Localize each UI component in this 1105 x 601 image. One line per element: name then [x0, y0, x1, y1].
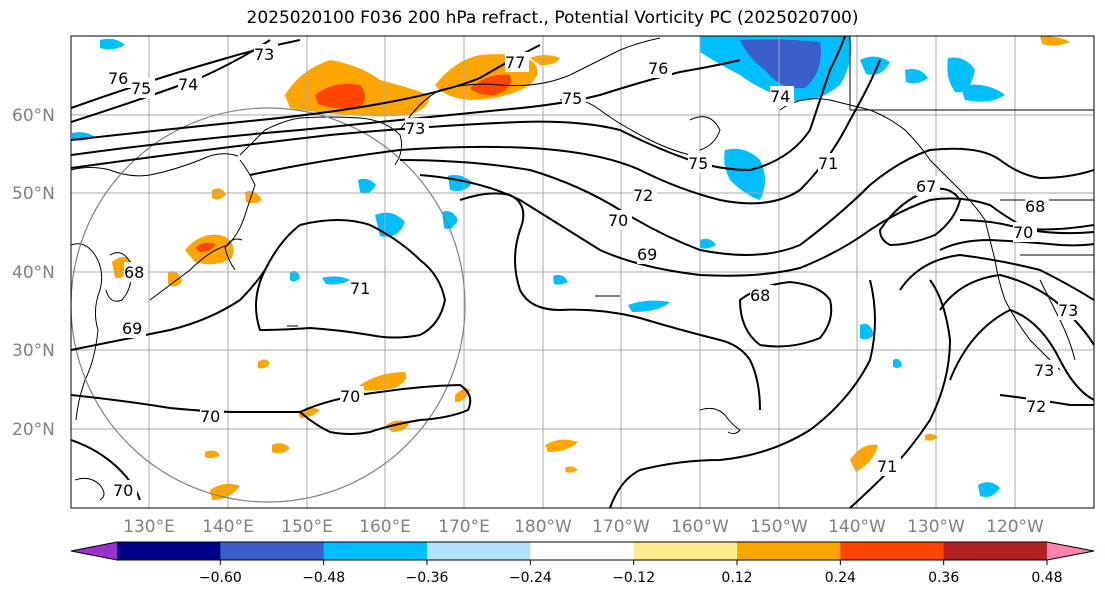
contour-label: 75: [131, 79, 151, 98]
lon-label: 150°E: [281, 517, 333, 537]
colorbar-tick-label: −0.36: [406, 570, 449, 586]
contour-label: 70: [1013, 223, 1033, 242]
contour-label: 70: [113, 481, 133, 500]
contour-label: 73: [1058, 301, 1078, 320]
colorbar-segment: [943, 542, 1048, 560]
colorbar-segment: [427, 542, 531, 560]
contour-label: 68: [124, 263, 144, 282]
contour-label: 71: [877, 457, 897, 476]
contour-label: 76: [648, 59, 668, 78]
latitude-labels: 60°N 50°N 40°N 30°N 20°N: [12, 106, 55, 440]
contour-label: 70: [608, 211, 628, 230]
colorbar-segment: [530, 542, 635, 560]
contour-label: 73: [1034, 361, 1054, 380]
colorbar-tick-label: 0.36: [928, 570, 959, 586]
colorbar: −0.60 −0.48 −0.36 −0.24 −0.12 0.12 0.24 0.36 0.4…: [70, 541, 1095, 586]
contour-label: 67: [916, 177, 936, 196]
contour-label: 77: [505, 53, 525, 72]
contour-label: 74: [770, 87, 790, 106]
contour-label: 75: [688, 154, 708, 173]
contour-label: 71: [350, 279, 370, 298]
contour-label: 70: [200, 407, 220, 426]
lon-label: 180°W: [514, 517, 572, 537]
colorbar-segments: [117, 542, 1048, 560]
lon-label: 140°E: [202, 517, 254, 537]
colorbar-tick-label: 0.24: [825, 570, 856, 586]
contour-label: 73: [254, 45, 274, 64]
colorbar-tick-label: −0.12: [612, 570, 655, 586]
colorbar-segment: [737, 542, 841, 560]
colorbar-extend-left: [71, 542, 117, 560]
lat-label: 40°N: [12, 263, 55, 283]
longitude-labels: 130°E 140°E 150°E 160°E 170°E 180°W 170°…: [123, 517, 1044, 537]
colorbar-tick-label: −0.48: [302, 570, 345, 586]
colorbar-segment: [840, 542, 945, 560]
contour-label: 71: [818, 154, 838, 173]
map-content: 76 75 74 73 77 76 75 74 73 75 72 71 70: [71, 36, 1094, 508]
contour-label: 75: [562, 89, 582, 108]
colorbar-segment: [117, 542, 221, 560]
refractivity-contours: [71, 36, 1094, 508]
lat-label: 30°N: [12, 341, 55, 361]
colorbar-tick-label: 0.12: [721, 570, 752, 586]
lat-label: 60°N: [12, 106, 55, 126]
lon-label: 130°E: [123, 517, 175, 537]
lon-label: 170°W: [592, 517, 650, 537]
lon-label: 130°W: [907, 517, 965, 537]
contour-label: 70: [340, 387, 360, 406]
lat-label: 50°N: [12, 184, 55, 204]
colorbar-tick-label: 0.48: [1031, 570, 1062, 586]
colorbar-segment: [220, 542, 325, 560]
map-title: 2025020100 F036 200 hPa refract., Potent…: [246, 8, 859, 28]
contour-label: 68: [1025, 197, 1045, 216]
contour-label: 72: [1026, 397, 1046, 416]
pv-anomaly-shading: [72, 36, 1070, 500]
lat-label: 20°N: [12, 420, 55, 440]
contour-label: 74: [178, 75, 198, 94]
colorbar-segment: [633, 542, 738, 560]
lon-label: 120°W: [986, 517, 1044, 537]
lon-label: 140°W: [828, 517, 886, 537]
contour-label: 68: [750, 286, 770, 305]
lon-label: 160°W: [671, 517, 729, 537]
colorbar-ticks: −0.60 −0.48 −0.36 −0.24 −0.12 0.12 0.24 0.36 0.4…: [199, 560, 1063, 586]
colorbar-segment: [323, 542, 428, 560]
map-frame: [70, 35, 1095, 509]
contour-label: 69: [122, 319, 142, 338]
contour-label: 69: [637, 245, 657, 264]
contour-label: 72: [633, 186, 653, 205]
contour-label: 73: [405, 119, 425, 138]
colorbar-tick-label: −0.24: [509, 570, 552, 586]
lon-label: 160°E: [359, 517, 411, 537]
lon-label: 170°E: [438, 517, 490, 537]
lon-label: 150°W: [750, 517, 808, 537]
contour-labels: 76 75 74 73 77 76 75 74 73 75 72 71 70: [108, 44, 1082, 500]
range-ring: [71, 107, 466, 503]
contour-label: 76: [108, 69, 128, 88]
colorbar-tick-label: −0.60: [199, 570, 242, 586]
colorbar-extend-right: [1047, 542, 1094, 560]
